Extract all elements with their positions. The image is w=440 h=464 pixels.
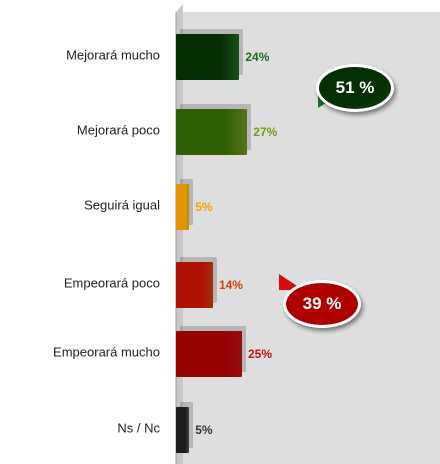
- bar: [176, 262, 213, 308]
- callout: 51 %: [316, 64, 394, 112]
- category-label: Ns / Nc: [117, 420, 160, 436]
- value-label: 14%: [218, 278, 243, 292]
- bar: [176, 407, 190, 453]
- bar: [176, 109, 248, 155]
- value-label: 5%: [195, 200, 213, 214]
- bar: [176, 331, 242, 377]
- value-label: 27%: [253, 125, 278, 139]
- callout: 39 %: [283, 280, 361, 328]
- category-label: Empeorará poco: [63, 275, 160, 291]
- value-label: 25%: [248, 347, 273, 361]
- value-label: 24%: [245, 50, 270, 64]
- category-label: Seguirá igual: [84, 197, 160, 213]
- category-label: Empeorará mucho: [53, 344, 160, 360]
- bar: [176, 184, 190, 230]
- category-label: Mejorará poco: [76, 122, 160, 138]
- bar: [176, 34, 240, 80]
- value-label: 5%: [195, 423, 213, 437]
- category-label: Mejorará mucho: [66, 47, 160, 63]
